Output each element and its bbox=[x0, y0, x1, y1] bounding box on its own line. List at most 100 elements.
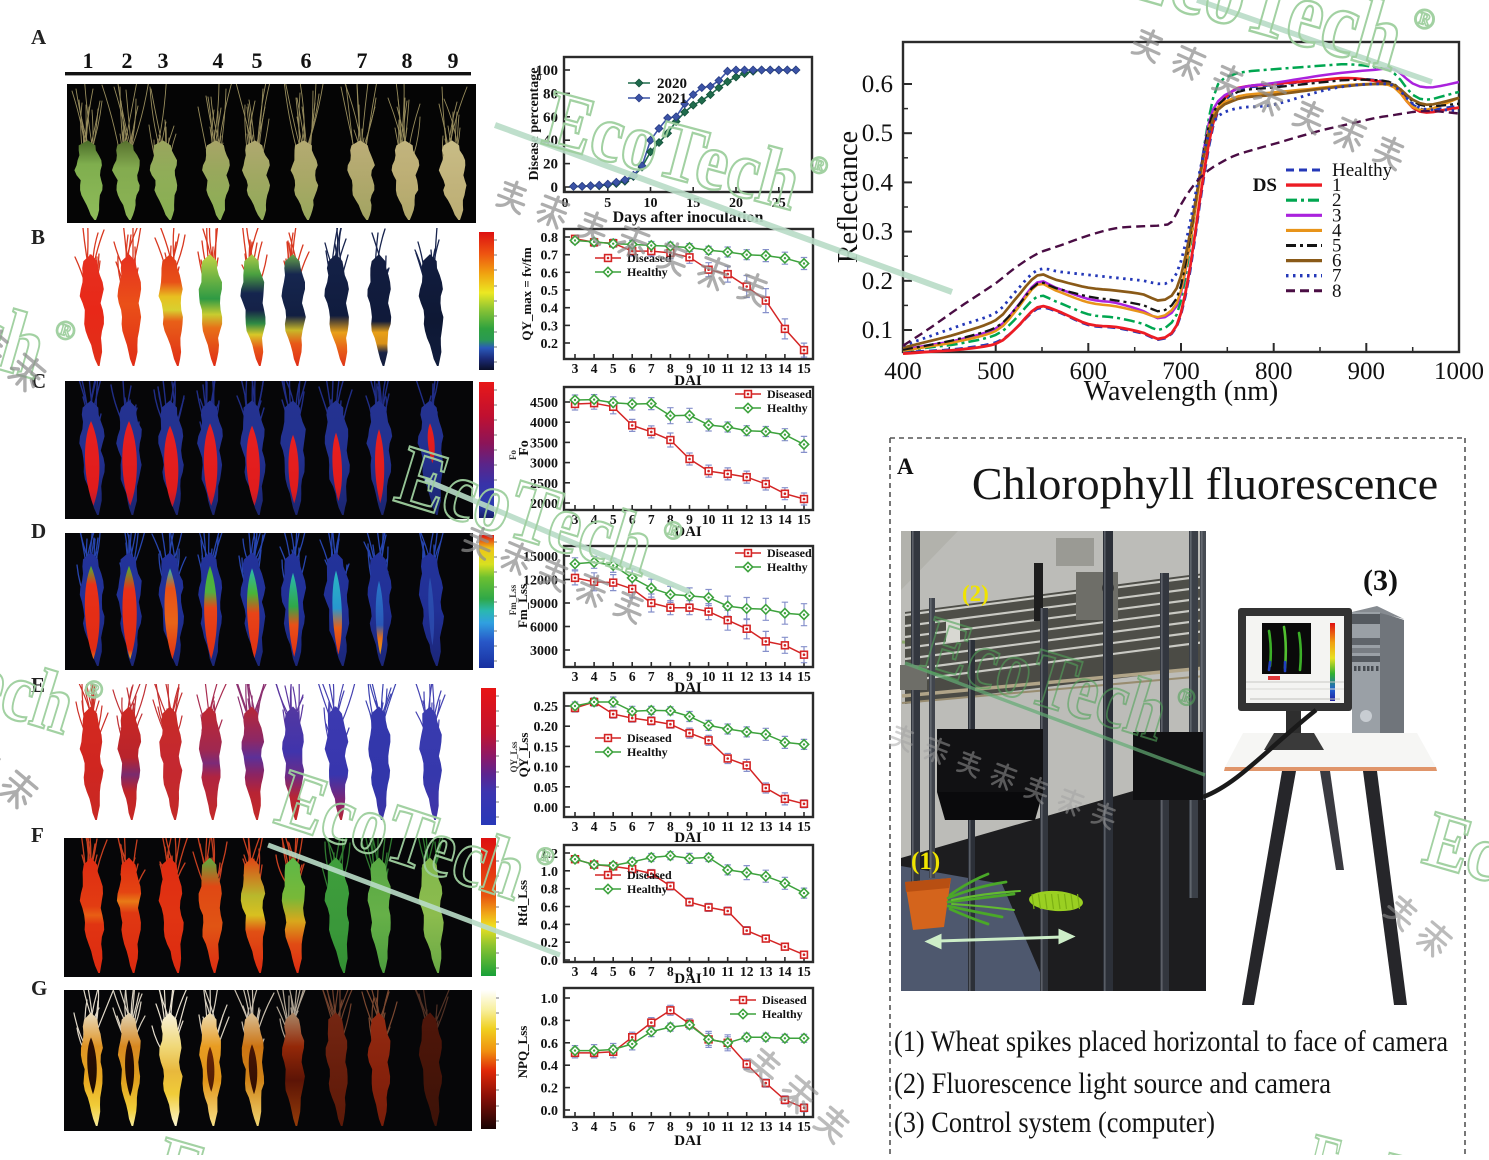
svg-text:0.8: 0.8 bbox=[541, 883, 559, 898]
svg-text:6: 6 bbox=[629, 819, 636, 834]
svg-text:14: 14 bbox=[778, 512, 792, 527]
svg-text:7: 7 bbox=[648, 512, 655, 527]
svg-text:1: 1 bbox=[83, 48, 94, 73]
svg-text:8: 8 bbox=[667, 669, 674, 684]
svg-text:15: 15 bbox=[797, 361, 811, 376]
svg-text:12: 12 bbox=[740, 669, 754, 684]
svg-text:6000: 6000 bbox=[530, 621, 558, 636]
svg-text:7: 7 bbox=[648, 361, 655, 376]
svg-text:20: 20 bbox=[543, 157, 558, 173]
svg-text:A: A bbox=[897, 454, 914, 479]
svg-text:12: 12 bbox=[740, 819, 754, 834]
svg-text:Healthy: Healthy bbox=[627, 265, 668, 279]
svg-text:4: 4 bbox=[591, 819, 598, 834]
svg-text:8: 8 bbox=[1332, 281, 1342, 302]
svg-text:15: 15 bbox=[797, 964, 811, 979]
svg-text:Fm_Lss: Fm_Lss bbox=[508, 584, 518, 615]
svg-text:25: 25 bbox=[772, 196, 786, 211]
svg-text:10: 10 bbox=[702, 669, 716, 684]
svg-text:0.10: 0.10 bbox=[534, 761, 559, 776]
svg-text:DAI: DAI bbox=[674, 373, 702, 389]
svg-text:Diseased: Diseased bbox=[767, 546, 812, 560]
svg-text:12: 12 bbox=[740, 1119, 754, 1134]
svg-text:900: 900 bbox=[1348, 358, 1386, 385]
svg-text:5: 5 bbox=[604, 196, 611, 211]
svg-text:3: 3 bbox=[158, 48, 169, 73]
svg-text:13: 13 bbox=[759, 512, 773, 527]
svg-text:2: 2 bbox=[1332, 190, 1342, 211]
svg-text:0.6: 0.6 bbox=[541, 266, 559, 281]
svg-text:4: 4 bbox=[591, 361, 598, 376]
svg-text:10: 10 bbox=[702, 512, 716, 527]
svg-text:2020: 2020 bbox=[657, 76, 687, 92]
svg-text:Healthy: Healthy bbox=[762, 1007, 803, 1021]
svg-text:5: 5 bbox=[610, 669, 617, 684]
svg-text:500: 500 bbox=[977, 358, 1015, 385]
svg-text:5: 5 bbox=[610, 512, 617, 527]
svg-text:4: 4 bbox=[591, 669, 598, 684]
svg-text:14: 14 bbox=[778, 361, 792, 376]
svg-text:Diseased: Diseased bbox=[627, 731, 672, 745]
svg-text:11: 11 bbox=[721, 669, 734, 684]
svg-text:11: 11 bbox=[721, 1119, 734, 1134]
svg-text:800: 800 bbox=[1255, 358, 1293, 385]
svg-text:3000: 3000 bbox=[530, 457, 558, 472]
svg-text:Fo: Fo bbox=[517, 440, 532, 456]
svg-text:11: 11 bbox=[721, 964, 734, 979]
svg-text:QY_max = fv/fm: QY_max = fv/fm bbox=[519, 247, 534, 341]
svg-text:0.4: 0.4 bbox=[862, 169, 894, 196]
svg-text:7: 7 bbox=[648, 964, 655, 979]
svg-text:(1): (1) bbox=[911, 848, 940, 875]
svg-text:11: 11 bbox=[721, 512, 734, 527]
svg-text:DAI: DAI bbox=[674, 1133, 702, 1149]
svg-text:8: 8 bbox=[402, 48, 413, 73]
svg-text:2500: 2500 bbox=[530, 477, 558, 492]
svg-text:0.2: 0.2 bbox=[862, 268, 893, 295]
svg-text:8: 8 bbox=[667, 964, 674, 979]
svg-text:Healthy: Healthy bbox=[767, 560, 808, 574]
svg-text:4: 4 bbox=[591, 964, 598, 979]
svg-text:Healthy: Healthy bbox=[627, 745, 668, 759]
svg-text:20: 20 bbox=[729, 196, 743, 211]
svg-text:F: F bbox=[31, 823, 44, 847]
svg-text:4: 4 bbox=[1332, 220, 1342, 241]
svg-text:3: 3 bbox=[1332, 205, 1342, 226]
svg-text:(3) Control system (computer): (3) Control system (computer) bbox=[894, 1106, 1215, 1139]
svg-text:7: 7 bbox=[648, 669, 655, 684]
svg-text:15: 15 bbox=[797, 669, 811, 684]
svg-text:11: 11 bbox=[721, 819, 734, 834]
svg-text:13: 13 bbox=[759, 964, 773, 979]
svg-text:0.7: 0.7 bbox=[541, 249, 559, 264]
svg-text:8: 8 bbox=[667, 361, 674, 376]
svg-text:3: 3 bbox=[572, 669, 579, 684]
svg-text:0.00: 0.00 bbox=[534, 801, 559, 816]
svg-text:0.20: 0.20 bbox=[534, 720, 559, 735]
svg-text:3: 3 bbox=[572, 361, 579, 376]
svg-text:1.0: 1.0 bbox=[541, 865, 559, 880]
svg-text:0.2: 0.2 bbox=[541, 1082, 559, 1097]
svg-text:1.2: 1.2 bbox=[541, 847, 559, 862]
svg-text:A: A bbox=[31, 25, 47, 49]
svg-text:9000: 9000 bbox=[530, 597, 558, 612]
svg-text:NPQ_Lss: NPQ_Lss bbox=[515, 1026, 530, 1079]
svg-text:8: 8 bbox=[667, 1119, 674, 1134]
svg-text:DS: DS bbox=[1253, 175, 1277, 196]
svg-text:0.6: 0.6 bbox=[541, 1037, 559, 1052]
svg-text:5: 5 bbox=[610, 964, 617, 979]
svg-text:14: 14 bbox=[778, 819, 792, 834]
svg-text:12: 12 bbox=[740, 964, 754, 979]
svg-text:4: 4 bbox=[213, 48, 224, 73]
svg-text:7: 7 bbox=[648, 819, 655, 834]
svg-text:0.6: 0.6 bbox=[541, 901, 559, 916]
svg-text:(2): (2) bbox=[962, 581, 989, 606]
svg-text:2000: 2000 bbox=[530, 497, 558, 512]
svg-text:15: 15 bbox=[797, 512, 811, 527]
svg-text:0.5: 0.5 bbox=[541, 284, 559, 299]
svg-text:DAI: DAI bbox=[674, 524, 702, 540]
svg-text:6: 6 bbox=[629, 512, 636, 527]
svg-text:9: 9 bbox=[686, 361, 693, 376]
svg-text:9: 9 bbox=[686, 819, 693, 834]
svg-text:10: 10 bbox=[702, 1119, 716, 1134]
svg-text:13: 13 bbox=[759, 1119, 773, 1134]
svg-text:6: 6 bbox=[301, 48, 312, 73]
